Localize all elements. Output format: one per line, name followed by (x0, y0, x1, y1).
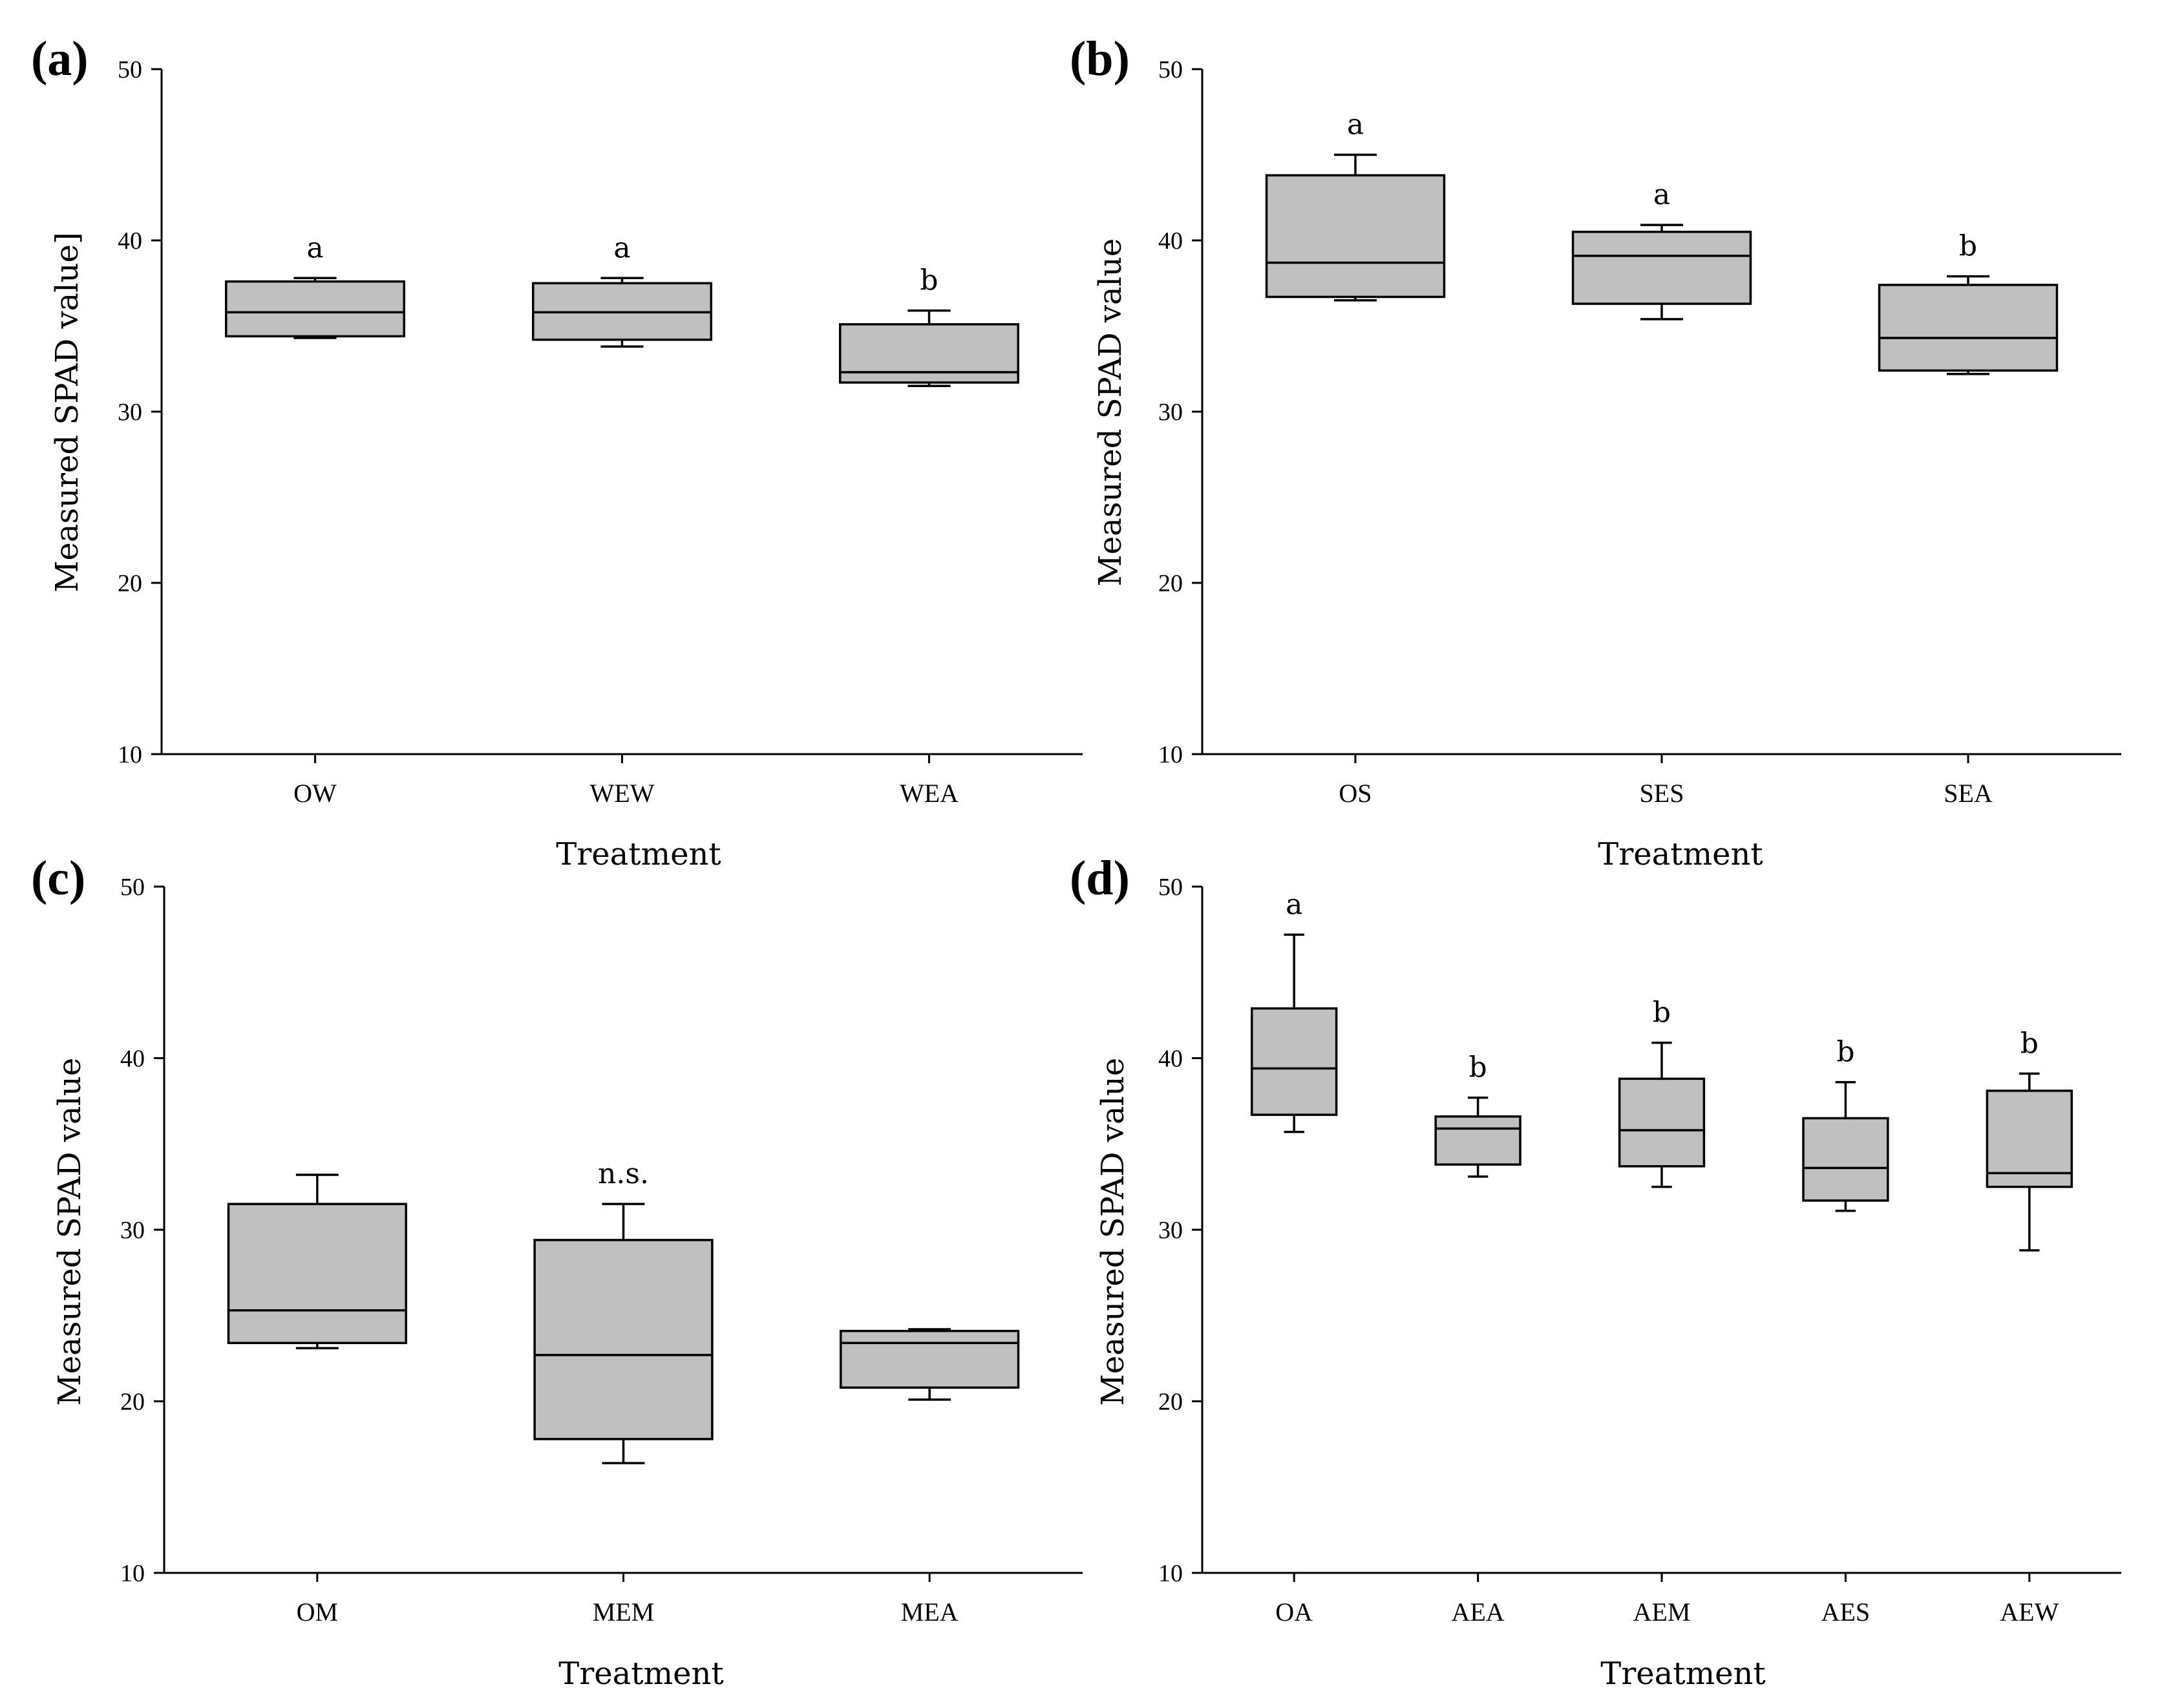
box-AES (1802, 1117, 1889, 1202)
x-axis-title: Treatment (556, 836, 721, 872)
panel-a: (a) Treatment Measured SPAD value] 10 20 3… (31, 32, 1083, 872)
y-tick-label: 40 (1158, 227, 1183, 255)
x-tick-label: MEA (901, 1597, 959, 1627)
box-OM (227, 1203, 407, 1344)
significance-label: n.s. (598, 1157, 649, 1190)
y-tick-label: 30 (1158, 399, 1183, 426)
y-axis-title: Measured SPAD value] (49, 232, 85, 592)
panel-label: (d) (1070, 851, 1130, 905)
box-MEM (533, 1239, 714, 1440)
y-tick-label: 10 (118, 741, 142, 768)
significance-label: b (1836, 1036, 1854, 1069)
box-SEA (1878, 284, 2059, 372)
y-tick-label: 50 (1158, 874, 1183, 901)
box-AEM (1618, 1077, 1706, 1168)
panel-label: (b) (1070, 32, 1130, 86)
significance-label: b (2020, 1027, 2039, 1060)
x-tick-label: WEA (900, 779, 959, 808)
x-axis-title: Treatment (558, 1656, 723, 1692)
y-tick-label: 50 (120, 874, 145, 901)
x-tick-label: SES (1640, 779, 1684, 808)
y-tick-label: 20 (1158, 1389, 1183, 1416)
x-tick-label: MEM (593, 1597, 655, 1627)
y-tick-label: 30 (120, 1217, 145, 1244)
significance-label: a (306, 231, 323, 264)
y-axis-title: Measured SPAD value (52, 1058, 88, 1406)
y-tick-label: 10 (1158, 1560, 1183, 1587)
y-tick-label: 40 (120, 1046, 145, 1073)
y-tick-label: 20 (120, 1389, 145, 1416)
significance-label: b (1469, 1051, 1487, 1084)
x-tick-label: AEW (2000, 1597, 2059, 1627)
box-OS (1265, 174, 1446, 299)
significance-label: b (1959, 230, 1977, 263)
box-WEA (839, 323, 1019, 384)
significance-label: a (1286, 888, 1302, 921)
x-tick-label: SEA (1944, 779, 1993, 808)
significance-label: a (1347, 109, 1364, 142)
y-tick-label: 40 (1158, 1046, 1183, 1073)
x-tick-label: OA (1275, 1597, 1313, 1627)
y-axis-title: Measured SPAD value (1095, 1058, 1131, 1406)
y-tick-label: 10 (120, 1560, 145, 1587)
x-tick-label: OW (293, 779, 337, 808)
box-OW (225, 280, 405, 338)
panel-d: (d) Treatment Measured SPAD value 10 20 30… (1070, 851, 2121, 1692)
panel-c: (c) Treatment Measured SPAD value 10 20 30… (31, 851, 1083, 1692)
y-tick-label: 30 (1158, 1217, 1183, 1244)
y-tick-label: 20 (1158, 570, 1183, 597)
panel-b: (b) Treatment Measured SPAD value 10 20 30… (1070, 32, 2121, 872)
box-AEA (1434, 1115, 1521, 1166)
y-tick-label: 50 (1158, 56, 1183, 83)
significance-label: a (1653, 178, 1670, 211)
x-axis-title: Treatment (1600, 1656, 1765, 1692)
significance-label: a (613, 231, 630, 264)
significance-label: b (920, 264, 938, 297)
x-tick-label: OS (1339, 779, 1372, 808)
x-tick-label: AEA (1451, 1597, 1504, 1627)
box-AEW (1986, 1090, 2073, 1188)
x-axis-title: Treatment (1598, 836, 1763, 872)
y-axis-title: Measured SPAD value (1092, 238, 1129, 587)
y-tick-label: 20 (118, 570, 142, 597)
x-tick-label: WEW (590, 779, 655, 808)
panel-label: (a) (31, 32, 89, 86)
y-tick-label: 10 (1158, 741, 1183, 768)
box-MEA (840, 1329, 1020, 1389)
y-tick-label: 50 (118, 56, 142, 83)
panel-label: (c) (31, 851, 85, 905)
box-OA (1251, 1007, 1338, 1116)
significance-label: b (1653, 996, 1671, 1029)
y-tick-label: 40 (118, 227, 142, 255)
y-tick-label: 30 (118, 399, 142, 426)
box-SES (1571, 231, 1752, 305)
x-tick-label: AES (1821, 1597, 1871, 1627)
x-tick-label: AEM (1633, 1597, 1691, 1627)
x-tick-label: OM (297, 1597, 338, 1627)
